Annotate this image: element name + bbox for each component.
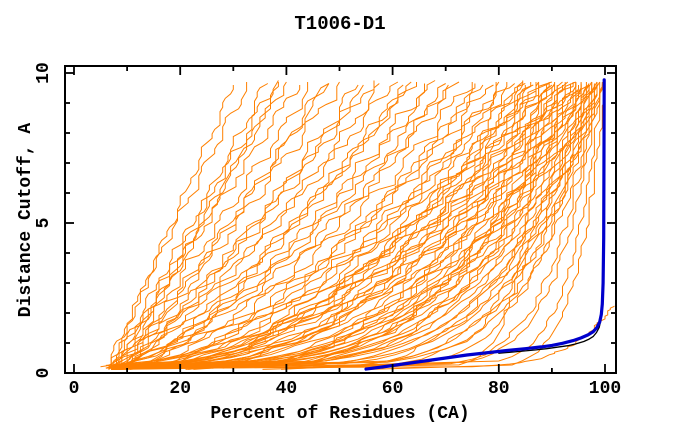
model-curve xyxy=(222,85,582,369)
model-curve xyxy=(156,81,524,368)
chart-title: T1006-D1 xyxy=(294,13,385,35)
model-curve xyxy=(113,83,582,369)
model-curve xyxy=(131,81,287,366)
y-tick-label: 5 xyxy=(34,218,54,229)
model-curve xyxy=(113,82,473,370)
model-curve xyxy=(121,80,375,368)
model-curve xyxy=(113,82,587,370)
model-curve xyxy=(111,81,601,370)
model-curve xyxy=(110,82,248,369)
model-curve xyxy=(336,85,603,366)
model-curve xyxy=(193,81,563,370)
model-curve xyxy=(129,84,484,370)
model-curve xyxy=(100,81,460,368)
model-curve xyxy=(180,305,615,369)
model-curve xyxy=(241,82,577,368)
model-curve xyxy=(105,84,404,369)
y-tick-label: 0 xyxy=(34,368,54,379)
x-tick-label: 0 xyxy=(69,379,80,399)
y-tick-label: 10 xyxy=(34,62,54,84)
model-curve xyxy=(110,82,309,367)
model-curve xyxy=(113,82,582,368)
model-curve xyxy=(294,85,595,369)
model-curve xyxy=(110,80,279,366)
model-curve xyxy=(105,83,550,369)
model-curve xyxy=(286,84,598,369)
model-curve xyxy=(113,83,269,367)
model-curve xyxy=(105,84,359,369)
x-tick-label: 60 xyxy=(382,379,404,399)
y-axis-title: Distance Cutoff, A xyxy=(16,123,36,318)
x-tick-label: 100 xyxy=(589,379,621,399)
model-curve xyxy=(368,88,606,370)
model-curve xyxy=(105,83,516,366)
model-curve xyxy=(185,84,553,366)
model-curve xyxy=(185,82,574,370)
model-curve xyxy=(188,82,537,370)
model-curve xyxy=(142,81,412,368)
model-curve xyxy=(118,83,446,366)
model-curve xyxy=(111,82,532,369)
model-curve xyxy=(212,83,582,369)
plot-frame xyxy=(64,65,617,374)
model-curve xyxy=(113,80,524,370)
x-tick-label: 20 xyxy=(169,379,191,399)
model-curve xyxy=(111,84,590,366)
model-curve xyxy=(281,81,593,370)
model-curve xyxy=(150,82,497,368)
model-curve xyxy=(108,83,380,366)
axis-tick-labels: 0 20 40 60 80 100 0 5 10 xyxy=(34,62,621,399)
model-curve xyxy=(113,85,301,369)
model-curve xyxy=(110,85,234,370)
x-tick-label: 80 xyxy=(488,379,510,399)
model-curves-layer xyxy=(100,78,615,371)
model-curve xyxy=(116,84,494,369)
model-curve xyxy=(111,80,436,370)
model-curve xyxy=(312,82,601,368)
model-curve xyxy=(111,82,603,368)
model-curve xyxy=(108,82,417,368)
x-axis-title: Percent of Residues (CA) xyxy=(210,404,469,424)
model-curve xyxy=(158,81,553,368)
model-curve xyxy=(108,81,340,370)
axis-ticks xyxy=(65,66,616,374)
model-curve xyxy=(166,83,526,366)
model-curve xyxy=(111,81,500,368)
model-curve xyxy=(142,82,508,369)
model-curve xyxy=(111,84,534,370)
model-curve xyxy=(254,83,577,366)
model-curve xyxy=(108,82,279,370)
x-tick-label: 40 xyxy=(276,379,298,399)
model-curve xyxy=(123,83,330,367)
model-curve xyxy=(204,84,555,369)
model-curve xyxy=(111,82,598,368)
best-model-curve xyxy=(364,78,606,371)
model-curve xyxy=(126,84,364,369)
